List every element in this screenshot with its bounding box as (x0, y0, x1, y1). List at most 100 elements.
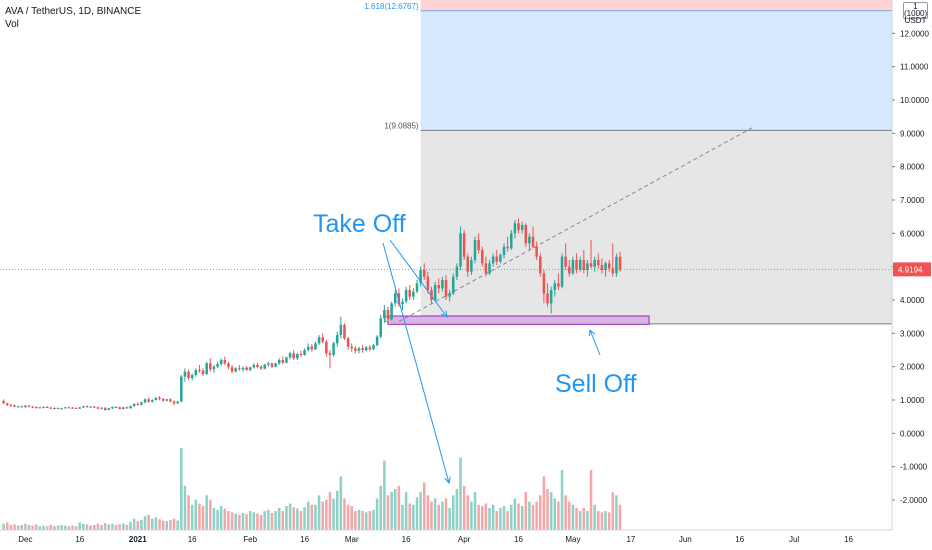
candle-body (143, 399, 147, 403)
time-tick-label: Mar (345, 535, 359, 544)
volume-bar (368, 511, 372, 530)
volume-bar (158, 519, 161, 530)
candle-body (299, 354, 303, 355)
price-unit-button[interactable]: 1 (1000) USDT (903, 2, 928, 25)
candle (575, 253, 578, 274)
volume-bar (82, 523, 85, 530)
candle (78, 407, 82, 409)
candle (129, 405, 132, 409)
candle (151, 399, 154, 403)
volume-bar (78, 522, 82, 530)
volume-bar (190, 504, 194, 530)
candle-body (263, 364, 266, 369)
volume-bar (140, 519, 143, 530)
candle (172, 400, 176, 406)
volume-bar (383, 460, 386, 530)
candle (604, 261, 607, 277)
candle-body (325, 341, 328, 354)
volume-bar (219, 506, 223, 530)
volume-bar (321, 501, 324, 530)
candle (332, 341, 335, 357)
candle (535, 241, 538, 260)
candle-body (466, 256, 470, 272)
candle-body (491, 256, 495, 264)
candle-body (270, 363, 274, 367)
candle (161, 398, 165, 402)
candle-body (223, 360, 227, 364)
candle-body (82, 406, 85, 408)
volume-bar (71, 525, 74, 530)
candle (252, 363, 256, 369)
volume-bar (459, 457, 462, 530)
time-tick-label: 16 (514, 535, 523, 544)
volume-bar (49, 524, 53, 530)
candle (103, 407, 107, 411)
candle-body (528, 236, 531, 244)
volume-bar (462, 485, 466, 530)
candle (361, 345, 364, 353)
volume-bar (339, 476, 343, 530)
sell-off-label: Sell Off (555, 370, 637, 398)
candle (386, 306, 390, 322)
annotation-arrow (590, 330, 601, 356)
candle-body (604, 263, 607, 270)
candle (412, 288, 415, 300)
candle-body (346, 338, 350, 347)
volume-bar (531, 504, 535, 530)
volume-bar (361, 511, 364, 530)
volume-bar (212, 507, 216, 530)
candle (415, 280, 419, 294)
time-axis[interactable]: Dec 16 2021 16 Feb 16 Mar 16 Apr 16 May 17 Jun 16 Jul 1… (0, 529, 932, 550)
candle (517, 218, 520, 234)
volume-bar (169, 519, 172, 530)
candle (223, 356, 227, 365)
fib-zone-target (420, 10, 892, 131)
candle-body (607, 263, 611, 269)
candle (582, 250, 586, 274)
volume-bar (93, 524, 96, 530)
candle (38, 406, 42, 409)
candle-body (397, 293, 401, 304)
candle (470, 256, 473, 275)
candle (314, 341, 317, 350)
candle (303, 348, 306, 356)
candle (615, 253, 618, 277)
candle (560, 253, 564, 289)
candle-body (169, 399, 172, 402)
volume-bar (401, 504, 404, 530)
candle (488, 260, 491, 275)
candle (263, 364, 266, 370)
volume-bar (430, 501, 433, 530)
volume-bar (597, 511, 600, 530)
volume-bar (560, 470, 564, 530)
volume-bar (455, 489, 459, 530)
candle-body (448, 293, 451, 297)
volume-bar (306, 501, 310, 530)
candle (118, 406, 121, 410)
volume-bar (227, 511, 230, 530)
scale-label: 1 (1000) (904, 2, 928, 18)
volume-bar (85, 524, 89, 530)
volume-bar (285, 506, 288, 530)
candle-body (107, 408, 111, 410)
candle-body (252, 365, 256, 368)
candle (111, 406, 114, 409)
volume-bar (517, 503, 520, 530)
candle-body (430, 290, 433, 300)
candle (267, 361, 270, 367)
candle (85, 405, 89, 408)
candle (56, 407, 60, 409)
volume-bar (2, 523, 5, 530)
candle-body (16, 406, 20, 408)
candle-body (437, 285, 441, 289)
candle-body (557, 283, 560, 287)
candle (484, 256, 488, 277)
volume-bar (466, 495, 470, 530)
price-axis[interactable]: -2.0000 -1.0000 0.0000 1.0000 2.0000 3.0000 4.… (891, 0, 932, 550)
volume-bar (103, 523, 107, 530)
volume-bar (24, 523, 27, 530)
candle (451, 273, 455, 295)
candle (506, 236, 509, 252)
candle-body (31, 406, 34, 408)
